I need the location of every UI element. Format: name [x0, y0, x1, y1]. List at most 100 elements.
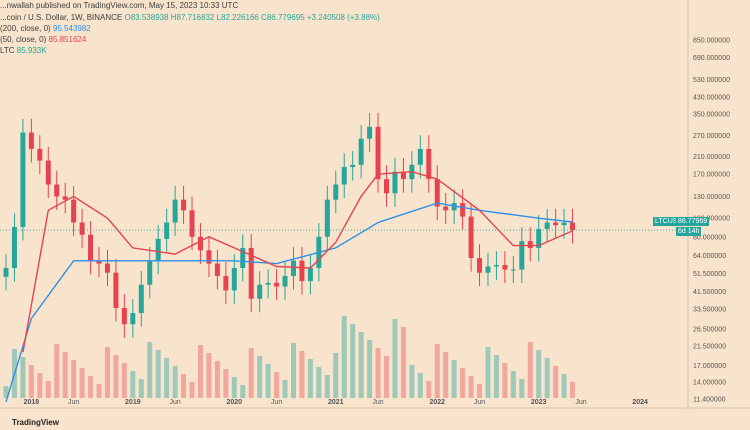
- volume-bar: [553, 366, 559, 398]
- volume-bar: [316, 367, 322, 398]
- y-tick-label: 26.500000: [693, 326, 726, 333]
- y-tick-label: 270.000000: [693, 133, 730, 140]
- ma50-legend[interactable]: (50, close, 0) 85.851624: [0, 35, 86, 44]
- ma200-legend[interactable]: (200, close, 0) 95.543982: [0, 24, 91, 33]
- volume-bar: [96, 384, 102, 398]
- volume-bar: [231, 377, 237, 398]
- volume-bar: [299, 351, 305, 398]
- y-tick-label: 64.000000: [693, 253, 726, 260]
- candle-body: [223, 275, 229, 291]
- candle-body: [206, 250, 212, 264]
- volume-bar: [274, 372, 280, 398]
- candle-body: [37, 148, 43, 161]
- volume-bar: [121, 363, 127, 398]
- ohlc-values: O83.538938 H87.716832 L82.226166 C86.779…: [124, 13, 380, 22]
- y-tick-label: 130.000000: [693, 194, 730, 201]
- candle-body: [214, 263, 220, 276]
- x-tick-label: Jun: [372, 399, 383, 406]
- candle-body: [121, 308, 127, 325]
- x-tick-label: 2020: [227, 399, 243, 406]
- volume-bar: [155, 350, 161, 398]
- volume-bar: [485, 347, 491, 398]
- candle-body: [451, 203, 457, 211]
- volume-bar: [248, 348, 254, 398]
- volume-bar: [223, 369, 229, 398]
- volume-bar: [104, 347, 110, 398]
- candle-body: [231, 267, 237, 291]
- y-tick-label: 850.000000: [693, 38, 730, 45]
- candle-body: [248, 247, 254, 299]
- y-tick-label: 51.500000: [693, 271, 726, 278]
- volume-bar: [536, 350, 542, 398]
- x-tick-label: 2023: [531, 399, 547, 406]
- candle-body: [28, 132, 34, 149]
- candle-body: [257, 284, 263, 299]
- candle-body: [282, 275, 288, 287]
- candle-body: [519, 241, 525, 270]
- volume-bar: [62, 352, 68, 398]
- volume-bar: [358, 332, 364, 398]
- volume-bar: [333, 353, 339, 398]
- volume-legend[interactable]: LTC 85.933K: [0, 46, 47, 55]
- candle-body: [510, 269, 516, 271]
- tradingview-logo[interactable]: TradingView: [12, 418, 59, 427]
- candle-body: [417, 148, 423, 165]
- volume-bar: [257, 356, 263, 398]
- volume-label: LTC: [0, 46, 15, 55]
- volume-bar: [113, 355, 119, 398]
- volume-bar: [138, 379, 144, 398]
- volume-bar: [341, 316, 347, 398]
- candle-body: [333, 184, 339, 200]
- y-tick-label: 21.500000: [693, 344, 726, 351]
- volume-bar: [45, 381, 51, 398]
- y-tick-label: 430.000000: [693, 94, 730, 101]
- candle-body: [265, 282, 271, 285]
- symbol-title: ...coin / U.S. Dollar, 1W, BINANCE: [0, 13, 123, 22]
- volume-bar: [570, 382, 576, 398]
- volume-bar: [510, 371, 516, 398]
- candle-body: [460, 203, 466, 217]
- volume-bar: [451, 360, 457, 398]
- volume-bar: [434, 344, 440, 398]
- candle-body: [138, 284, 144, 314]
- symbol-legend: ...coin / U.S. Dollar, 1W, BINANCE O83.5…: [0, 13, 380, 22]
- volume-bar: [409, 365, 415, 398]
- candle-body: [544, 222, 550, 229]
- volume-bar: [28, 365, 34, 398]
- volume-bar: [350, 324, 356, 398]
- volume-bar: [426, 381, 432, 398]
- volume-bar: [265, 364, 271, 398]
- x-tick-label: 2024: [632, 399, 648, 406]
- y-tick-label: 210.000000: [693, 154, 730, 161]
- y-tick-label: 33.500000: [693, 307, 726, 314]
- x-tick-label: 2019: [125, 399, 141, 406]
- volume-bar: [189, 382, 195, 398]
- x-tick-label: Jun: [575, 399, 586, 406]
- y-tick-label: 11.400000: [693, 396, 726, 403]
- candle-body: [197, 236, 203, 251]
- y-tick-label: 170.000000: [693, 172, 730, 179]
- x-tick-label: 2018: [24, 399, 40, 406]
- candle-body: [88, 234, 94, 261]
- candle-body: [392, 171, 398, 194]
- candle-body: [240, 247, 246, 268]
- candle-body: [553, 222, 559, 226]
- ma50-line: [22, 170, 573, 353]
- candle-body: [11, 227, 17, 268]
- volume-bar: [88, 376, 94, 398]
- volume-bar: [214, 361, 220, 398]
- candle-body: [341, 167, 347, 185]
- y-tick-label: 41.500000: [693, 289, 726, 296]
- candle-body: [561, 222, 567, 226]
- y-tick-label: 690.000000: [693, 55, 730, 62]
- volume-bar: [324, 375, 330, 398]
- volume-value: 85.933K: [16, 46, 47, 55]
- candle-body: [434, 179, 440, 207]
- candle-body: [3, 267, 9, 277]
- candle-body: [79, 222, 85, 235]
- volume-bar: [367, 340, 373, 398]
- candle-body: [96, 260, 102, 264]
- y-tick-label: 80.000000: [693, 234, 726, 241]
- candle-body: [307, 267, 313, 282]
